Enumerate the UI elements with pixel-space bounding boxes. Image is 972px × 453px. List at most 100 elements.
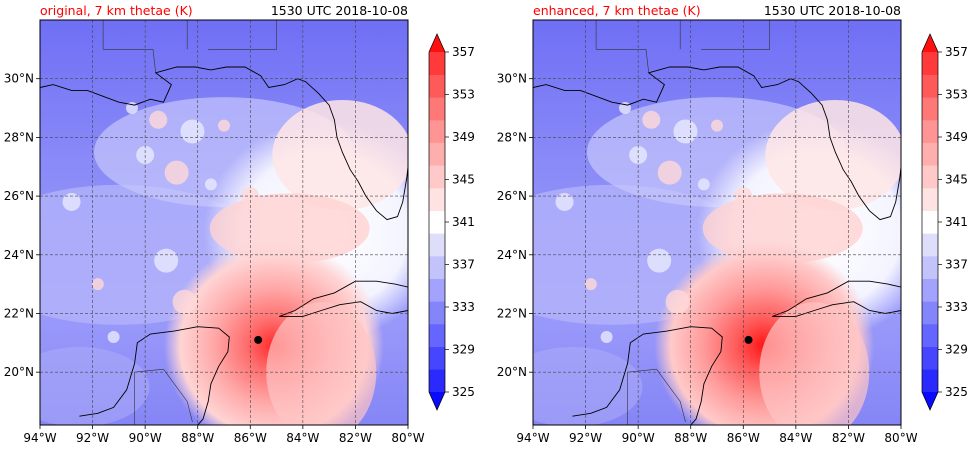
colorbar: 325 329 333 337 341 345 349 353 357: [921, 33, 968, 411]
colorbar-segment: [922, 165, 938, 189]
colorbar-segment: [922, 369, 938, 393]
colorbar-segment: [429, 233, 445, 257]
colorbar-segment: [429, 369, 445, 393]
state-border: [645, 49, 649, 73]
colorbar-segment: [922, 188, 938, 211]
x-tick-label: 94°W: [516, 431, 549, 445]
panel-title-left: original, 7 km thetae (K): [40, 3, 193, 18]
colorbar-segment: [429, 256, 445, 279]
colorbar-segment: [429, 324, 445, 347]
x-tick-label: 80°W: [391, 431, 424, 445]
x-tick-label: 82°W: [832, 431, 865, 445]
colorbar-segment: [922, 142, 938, 166]
colorbar-label: 353: [452, 88, 475, 102]
colorbar-segment: [922, 74, 938, 98]
y-tick-label: 22°N: [4, 306, 34, 320]
state-border: [152, 49, 156, 73]
x-tick-label: 82°W: [339, 431, 372, 445]
colorbar-segment: [922, 52, 938, 75]
colorbar-label: 353: [945, 88, 968, 102]
y-tick-label: 28°N: [497, 130, 527, 144]
colorbar-segment: [429, 142, 445, 166]
storm-center-marker: [744, 335, 753, 344]
colorbar-segment: [429, 52, 445, 75]
x-tick-label: 90°W: [622, 431, 655, 445]
y-tick-label: 28°N: [4, 130, 34, 144]
x-tick-label: 94°W: [23, 431, 56, 445]
colorbar-segment: [922, 97, 938, 121]
cuba-coastline: [772, 280, 901, 317]
colorbar-label: 341: [945, 215, 968, 229]
y-tick-label: 22°N: [497, 306, 527, 320]
x-tick-label: 86°W: [727, 431, 760, 445]
y-tick-label: 26°N: [4, 189, 34, 203]
colorbar-segment: [429, 74, 445, 98]
colorbar-segment: [922, 346, 938, 370]
colorbar-label: 325: [945, 385, 968, 399]
colorbar-segment: [922, 301, 938, 325]
colorbar-segment: [429, 210, 445, 234]
colorbar-label: 329: [452, 343, 475, 357]
colorbar-segment: [429, 120, 445, 143]
y-tick-label: 20°N: [4, 365, 34, 379]
colorbar-segment: [922, 210, 938, 234]
colorbar-extend-min: [429, 392, 445, 410]
storm-center-marker: [254, 335, 263, 344]
y-tick-label: 24°N: [4, 248, 34, 262]
colorbar-segment: [429, 165, 445, 189]
y-tick-label: 30°N: [4, 72, 34, 86]
colorbar-segment: [429, 301, 445, 325]
thetae-field: [533, 20, 901, 425]
colorbar-segment: [429, 97, 445, 121]
us-coastline: [40, 66, 408, 221]
us-coastline: [533, 66, 901, 221]
colorbar-extend-min: [922, 392, 938, 410]
colorbar-label: 345: [452, 173, 475, 187]
state-border: [163, 369, 193, 423]
x-tick-label: 84°W: [286, 431, 319, 445]
x-tick-label: 90°W: [129, 431, 162, 445]
x-tick-label: 92°W: [76, 431, 109, 445]
y-tick-label: 30°N: [497, 72, 527, 86]
state-border: [656, 369, 686, 423]
state-border: [627, 368, 657, 425]
colorbar-label: 345: [945, 173, 968, 187]
colorbar-segment: [429, 188, 445, 211]
state-border: [208, 20, 277, 50]
colorbar-label: 325: [452, 385, 475, 399]
colorbar-label: 349: [945, 130, 968, 144]
colorbar-segment: [429, 346, 445, 370]
gridlines: [40, 20, 408, 425]
map-panel-original: 94°W 92°W 90°W 88°W 86°W 84°W 82°W 80°W 20°N 22°N…: [4, 3, 475, 445]
y-tick-label: 26°N: [497, 189, 527, 203]
colorbar-segment: [922, 256, 938, 279]
colorbar-label: 349: [452, 130, 475, 144]
colorbar-label: 341: [452, 215, 475, 229]
colorbar-label: 357: [452, 45, 475, 59]
x-tick-label: 84°W: [779, 431, 812, 445]
colorbar-extend-max: [429, 34, 445, 52]
colorbar-segment: [429, 278, 445, 302]
colorbar-label: 329: [945, 343, 968, 357]
thetae-field: [40, 20, 408, 425]
colorbar: 325 329 333 337 341 345 349 353 357: [428, 33, 475, 411]
panel-title-right: 1530 UTC 2018-10-08: [271, 3, 408, 18]
colorbar-extend-max: [922, 34, 938, 52]
colorbar-segment: [922, 324, 938, 347]
panel-title-right: 1530 UTC 2018-10-08: [764, 3, 901, 18]
cuba-coastline: [279, 280, 408, 317]
y-tick-label: 20°N: [497, 365, 527, 379]
colorbar-label: 357: [945, 45, 968, 59]
map-frame: [532, 19, 902, 426]
x-tick-label: 86°W: [234, 431, 267, 445]
colorbar-label: 337: [945, 258, 968, 272]
colorbar-label: 333: [945, 300, 968, 314]
gridlines: [533, 20, 901, 425]
colorbar-label: 337: [452, 258, 475, 272]
x-tick-label: 88°W: [181, 431, 214, 445]
colorbar-segment: [922, 278, 938, 302]
y-tick-label: 24°N: [497, 248, 527, 262]
x-tick-label: 92°W: [569, 431, 602, 445]
state-border: [134, 368, 164, 425]
